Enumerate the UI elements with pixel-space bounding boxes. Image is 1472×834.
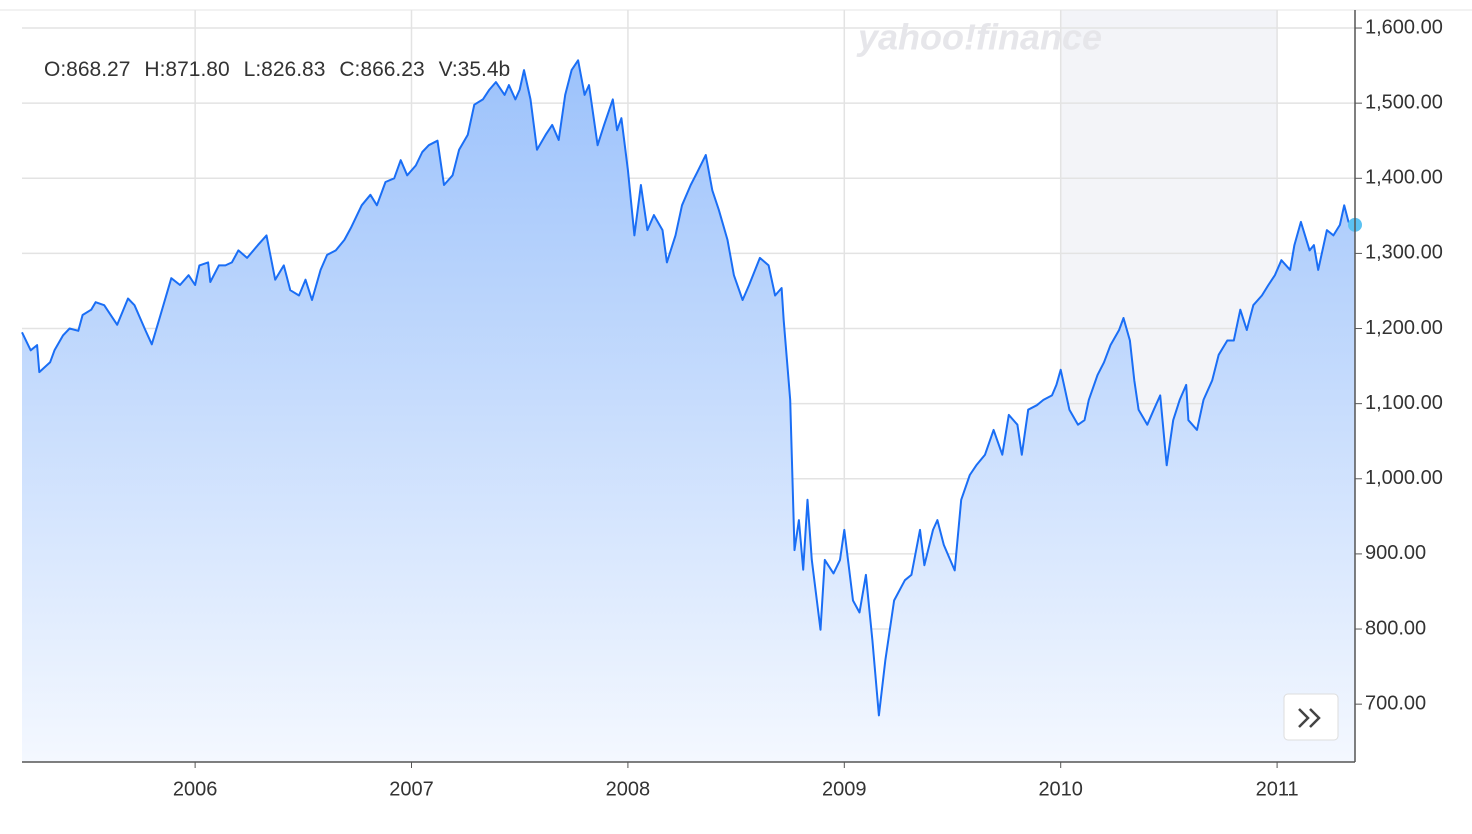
ohlc-value: L:826.83 (243, 58, 326, 81)
ohlc-value: C:866.23 (339, 58, 425, 81)
y-tick-label: 1,000.00 (1365, 467, 1443, 489)
y-tick-label: 1,600.00 (1365, 16, 1443, 38)
ohlc-value: V:35.4b (438, 58, 511, 81)
area-fill (22, 60, 1355, 763)
x-tick-label: 2008 (606, 778, 651, 800)
price-line (21, 59, 1356, 717)
y-tick-label: 800.00 (1365, 617, 1426, 639)
y-tick-label: 700.00 (1365, 692, 1426, 714)
ohlc-value: H:871.80 (144, 58, 230, 81)
y-tick-label: 1,500.00 (1365, 91, 1443, 113)
ohlc-value: O:868.27 (44, 58, 131, 81)
x-tick-label: 2010 (1038, 778, 1083, 800)
y-tick-label: 1,200.00 (1365, 317, 1443, 339)
y-tick-label: 900.00 (1365, 542, 1426, 564)
x-tick-label: 2009 (822, 778, 867, 800)
y-tick-label: 1,300.00 (1365, 242, 1443, 264)
x-tick-label: 2011 (1256, 778, 1299, 800)
x-tick-label: 2007 (389, 778, 434, 800)
y-tick-label: 1,100.00 (1365, 392, 1443, 414)
scroll-button[interactable] (1283, 693, 1339, 741)
watermark: yahoo!finance (856, 17, 1102, 58)
ohlc-readout: O:868.27 H:871.80 L:826.83 C:866.23 V:35.4b (44, 58, 510, 82)
y-tick-label: 1,400.00 (1365, 167, 1443, 189)
x-tick-label: 2006 (173, 778, 218, 800)
